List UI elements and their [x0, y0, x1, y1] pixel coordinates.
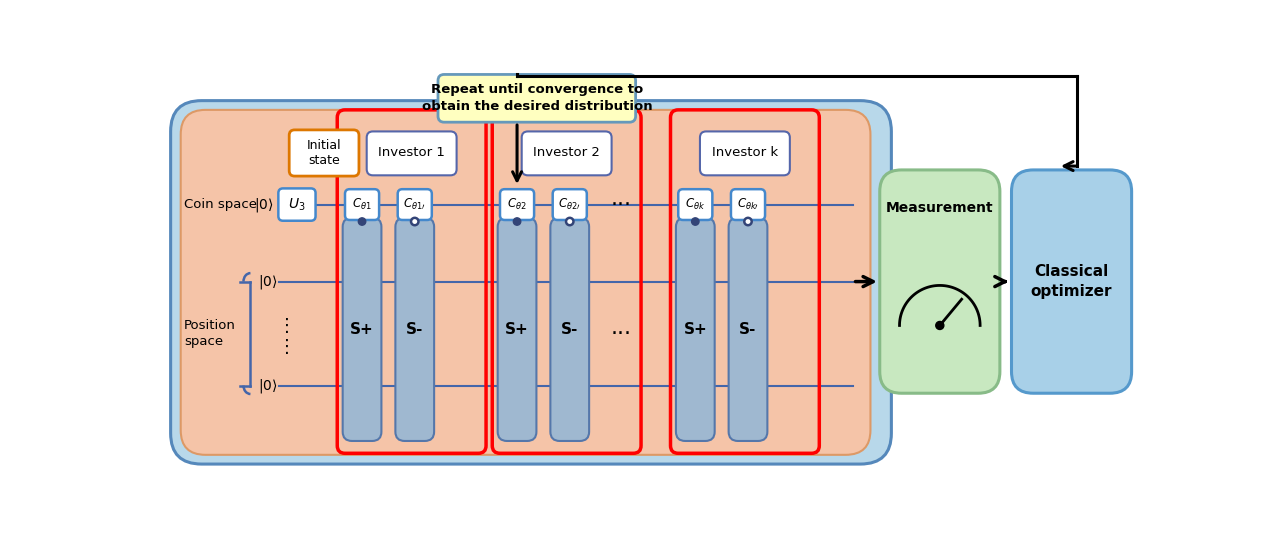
Text: S-: S- — [406, 322, 424, 337]
Text: $C_{\theta k\prime}$: $C_{\theta k\prime}$ — [736, 197, 759, 212]
FancyBboxPatch shape — [700, 132, 790, 175]
FancyBboxPatch shape — [675, 217, 715, 441]
Text: Investor 2: Investor 2 — [533, 147, 600, 159]
FancyBboxPatch shape — [551, 217, 589, 441]
Circle shape — [359, 218, 366, 225]
Text: $|0\rangle$: $|0\rangle$ — [258, 273, 277, 291]
Text: S-: S- — [739, 322, 757, 337]
Text: $U_3$: $U_3$ — [289, 197, 305, 213]
FancyBboxPatch shape — [170, 100, 892, 464]
Text: S-: S- — [561, 322, 579, 337]
Text: ⋮: ⋮ — [277, 317, 296, 335]
FancyBboxPatch shape — [553, 189, 586, 220]
Text: Initial
state: Initial state — [307, 139, 341, 167]
Text: Investor 1: Investor 1 — [378, 147, 445, 159]
Text: ···: ··· — [611, 324, 631, 344]
FancyBboxPatch shape — [438, 75, 636, 122]
Text: $C_{\theta 1\prime}$: $C_{\theta 1\prime}$ — [403, 197, 426, 212]
FancyBboxPatch shape — [366, 132, 457, 175]
Text: Coin space: Coin space — [183, 198, 257, 211]
FancyBboxPatch shape — [500, 189, 534, 220]
Circle shape — [411, 218, 418, 225]
FancyBboxPatch shape — [678, 189, 712, 220]
FancyBboxPatch shape — [342, 217, 382, 441]
FancyBboxPatch shape — [396, 217, 434, 441]
Text: S+: S+ — [350, 322, 374, 337]
FancyBboxPatch shape — [497, 217, 537, 441]
FancyBboxPatch shape — [729, 217, 767, 441]
Circle shape — [514, 218, 520, 225]
Circle shape — [692, 218, 700, 225]
FancyBboxPatch shape — [731, 189, 764, 220]
Text: Measurement: Measurement — [887, 201, 993, 215]
Text: $C_{\theta 1}$: $C_{\theta 1}$ — [352, 197, 371, 212]
FancyBboxPatch shape — [279, 188, 315, 221]
FancyBboxPatch shape — [522, 132, 612, 175]
FancyBboxPatch shape — [1011, 170, 1132, 393]
FancyBboxPatch shape — [181, 110, 870, 455]
Text: ···: ··· — [611, 194, 631, 215]
Text: $C_{\theta 2\prime}$: $C_{\theta 2\prime}$ — [558, 197, 581, 212]
Text: Investor k: Investor k — [712, 147, 778, 159]
Text: S+: S+ — [683, 322, 707, 337]
FancyBboxPatch shape — [345, 189, 379, 220]
Text: $C_{\theta 2}$: $C_{\theta 2}$ — [508, 197, 527, 212]
Text: $|0\rangle$: $|0\rangle$ — [258, 376, 277, 395]
Text: Repeat until convergence to
obtain the desired distribution: Repeat until convergence to obtain the d… — [421, 83, 653, 113]
Text: Classical
optimizer: Classical optimizer — [1030, 264, 1112, 299]
Circle shape — [936, 322, 944, 330]
Text: Position
space: Position space — [183, 318, 235, 347]
FancyBboxPatch shape — [398, 189, 431, 220]
Circle shape — [744, 218, 752, 225]
Text: $|0\rangle$: $|0\rangle$ — [253, 195, 273, 214]
Text: $C_{\theta k}$: $C_{\theta k}$ — [686, 197, 706, 212]
FancyBboxPatch shape — [880, 170, 1000, 393]
Text: ⋮: ⋮ — [277, 338, 296, 357]
Text: S+: S+ — [505, 322, 529, 337]
FancyBboxPatch shape — [289, 130, 359, 176]
Circle shape — [566, 218, 574, 225]
